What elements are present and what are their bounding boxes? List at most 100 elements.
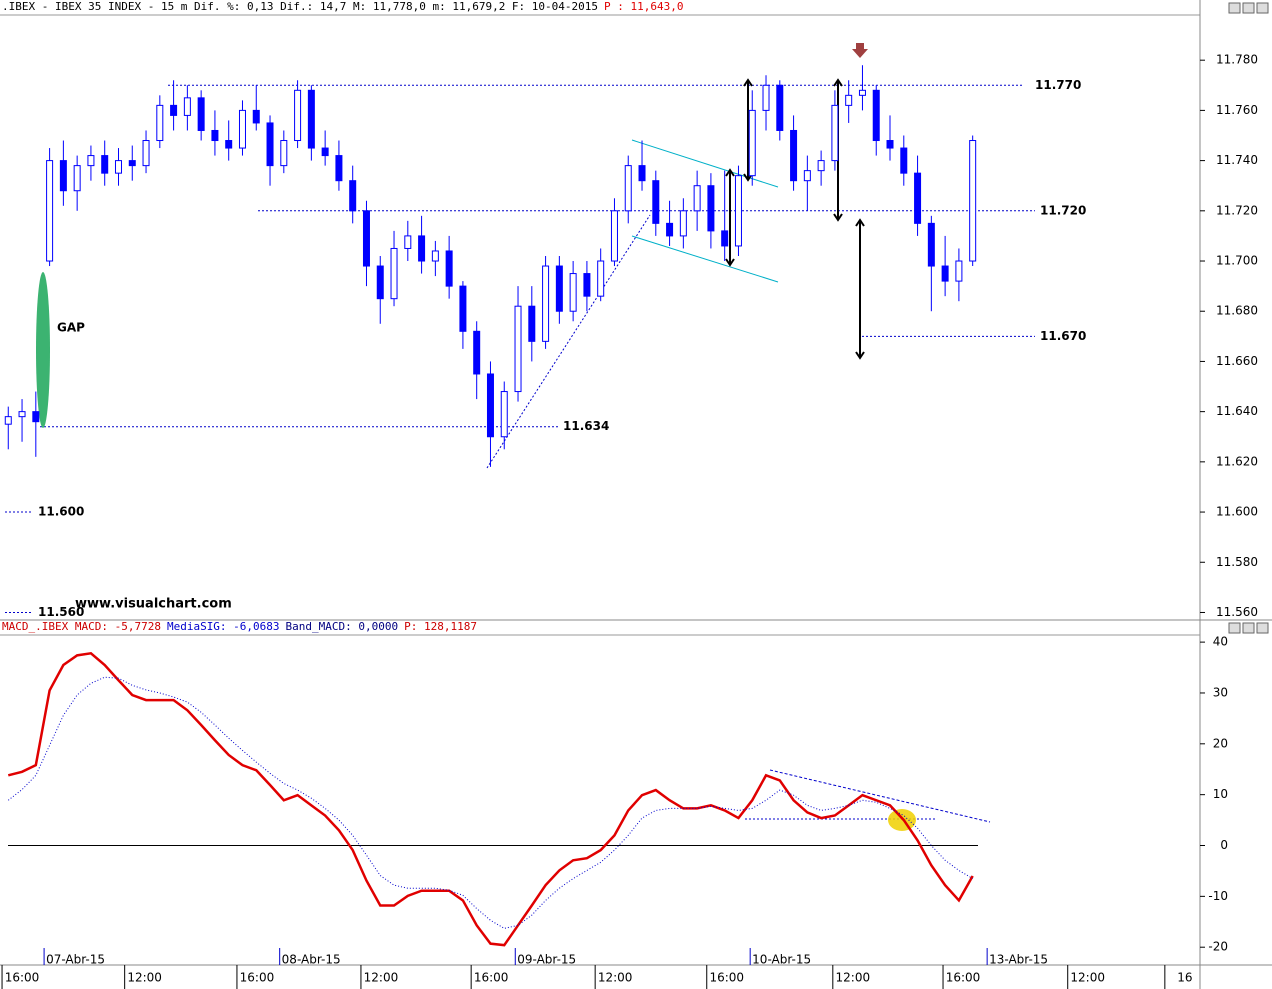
minimize-button[interactable] <box>1228 2 1241 14</box>
y-tick-label: 11.720 <box>1216 203 1258 217</box>
y-tick-label: 11.700 <box>1216 254 1258 268</box>
y-tick-label: 11.740 <box>1216 153 1258 167</box>
candle-body <box>4 416 12 425</box>
x-tick-label: 16 <box>1177 971 1192 985</box>
candle-body <box>197 97 205 131</box>
candle-body <box>307 89 315 149</box>
candle-body <box>845 94 853 106</box>
macd-title: MACD_.IBEX MACD: -5,7728 MediaSIG: -6,068… <box>2 620 477 633</box>
channel-line <box>631 235 779 283</box>
candle-body <box>349 180 357 212</box>
level-label: 11.670 <box>1040 329 1086 343</box>
candle-body <box>87 155 95 167</box>
candle-body <box>927 222 935 267</box>
arrow-head <box>725 168 735 267</box>
close-button[interactable] <box>1256 2 1269 14</box>
y-tick-label: 11.660 <box>1216 354 1258 368</box>
candle-body <box>486 373 494 438</box>
maximize-button[interactable] <box>1242 622 1255 634</box>
x-tick-label: 16:00 <box>709 971 744 985</box>
candle-body <box>362 210 370 267</box>
candle-body <box>390 247 398 300</box>
x-tick-label: 16:00 <box>240 971 275 985</box>
candle-body <box>238 109 246 149</box>
level-label: 11.634 <box>563 419 609 433</box>
level-label: 11.560 <box>38 605 84 619</box>
macd-title-part: Band_MACD: 0,0000 <box>286 620 399 633</box>
gap-marker <box>36 272 50 428</box>
candle-body <box>142 140 150 167</box>
x-tick-label: 12:00 <box>364 971 399 985</box>
candle-body <box>900 147 908 174</box>
y-tick-label: 11.580 <box>1216 555 1258 569</box>
candle-body <box>156 104 164 142</box>
candle-body <box>776 84 784 131</box>
candle-body <box>597 260 605 297</box>
window-buttons <box>1228 2 1269 634</box>
candle-body <box>858 89 866 96</box>
gap-label: GAP <box>57 321 85 335</box>
candle-body <box>445 250 453 287</box>
y-tick-label: -20 <box>1208 940 1228 954</box>
candle-body <box>404 235 412 249</box>
candle-body <box>555 265 563 312</box>
candle-body <box>610 210 618 262</box>
candle-body <box>638 165 646 182</box>
candle-body <box>817 160 825 172</box>
price-title: .IBEX - IBEX 35 INDEX - 15 m Dif. %: 0,1… <box>2 0 684 13</box>
y-tick-label: -10 <box>1208 889 1228 903</box>
candle-body <box>693 185 701 212</box>
candle-body <box>418 235 426 262</box>
candle-body <box>679 210 687 237</box>
candle-body <box>707 185 715 232</box>
title-price: P : 11,643,0 <box>604 0 683 13</box>
candle-body <box>321 147 329 157</box>
candle-body <box>624 165 632 212</box>
y-tick-label: 11.760 <box>1216 103 1258 117</box>
x-tick-label: 16:00 <box>5 971 40 985</box>
watermark: www.visualchart.com <box>75 597 232 612</box>
candle-body <box>734 175 742 247</box>
candle-body <box>831 104 839 162</box>
macd-title-part: P: 128,1187 <box>404 620 477 633</box>
candle-body <box>666 222 674 237</box>
y-tick-label: 11.600 <box>1216 505 1258 519</box>
candle-body <box>211 129 219 142</box>
date-label: 10-Abr-15 <box>752 953 811 967</box>
minimize-button[interactable] <box>1228 622 1241 634</box>
candle-body <box>170 104 178 116</box>
title-bar <box>0 0 1200 15</box>
candle-body <box>225 140 233 149</box>
macd-title-part: MediaSIG: -6,0683 <box>167 620 280 633</box>
level-label: 11.770 <box>1035 78 1081 92</box>
y-tick-label: 10 <box>1213 787 1228 801</box>
candle-body <box>790 129 798 182</box>
maximize-button[interactable] <box>1242 2 1255 14</box>
candle-body <box>473 330 481 375</box>
channel-line <box>631 139 779 188</box>
series-line <box>7 651 974 947</box>
candle-body <box>459 285 467 332</box>
y-tick-label: 40 <box>1213 635 1228 649</box>
y-tick-label: 11.640 <box>1216 404 1258 418</box>
candle-body <box>46 160 54 262</box>
candle-body <box>266 122 274 167</box>
level-label: 11.720 <box>1040 203 1086 217</box>
x-tick-label: 12:00 <box>1070 971 1105 985</box>
candle-body <box>500 391 508 438</box>
date-label: 08-Abr-15 <box>282 953 341 967</box>
candle-body <box>872 89 880 142</box>
candle-body <box>569 273 577 312</box>
y-tick-label: 11.560 <box>1216 605 1258 619</box>
y-tick-label: 11.680 <box>1216 304 1258 318</box>
candle-body <box>114 160 122 174</box>
candle-body <box>101 155 109 174</box>
candle-body <box>748 109 756 177</box>
date-label: 13-Abr-15 <box>989 953 1048 967</box>
x-tick-label: 16:00 <box>946 971 981 985</box>
close-button[interactable] <box>1256 622 1269 634</box>
trend-line <box>769 769 991 823</box>
x-tick-label: 12:00 <box>598 971 633 985</box>
candle-body <box>528 305 536 342</box>
